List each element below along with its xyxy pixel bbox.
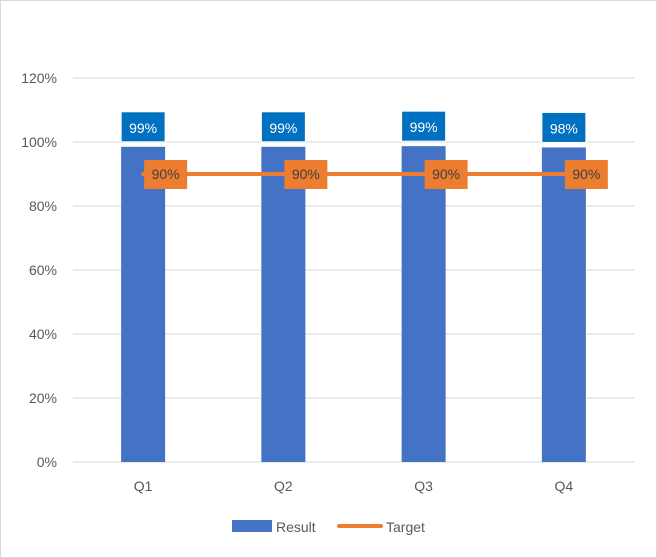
- target-data-label: 90%: [152, 166, 180, 182]
- x-tick-label: Q4: [555, 478, 574, 494]
- y-axis-tick-labels: 0% 20% 40% 60% 80% 100% 120%: [21, 70, 57, 470]
- target-data-label-box: [144, 160, 188, 189]
- x-tick-label: Q3: [414, 478, 433, 494]
- y-tick-label: 60%: [29, 262, 57, 278]
- target-data-label: 90%: [572, 166, 600, 182]
- result-data-label-box: [260, 111, 306, 143]
- y-tick-label: 40%: [29, 326, 57, 342]
- y-tick-label: 120%: [21, 70, 57, 86]
- result-data-label: 98%: [550, 120, 578, 136]
- result-bar: [541, 147, 586, 462]
- legend-swatch-result: [232, 520, 272, 532]
- x-tick-label: Q1: [134, 478, 153, 494]
- target-data-label: 90%: [432, 166, 460, 182]
- x-axis-tick-labels: Q1 Q2 Q3 Q4: [134, 478, 574, 494]
- y-tick-label: 100%: [21, 134, 57, 150]
- y-tick-label: 80%: [29, 198, 57, 214]
- x-tick-label: Q2: [274, 478, 293, 494]
- y-tick-label: 20%: [29, 390, 57, 406]
- result-data-labels: 99% 99% 99% 98%: [120, 110, 587, 143]
- result-data-label: 99%: [129, 120, 157, 136]
- result-bar: [261, 146, 306, 463]
- legend: Result Target: [232, 519, 425, 535]
- target-data-labels: 90% 90% 90% 90%: [144, 160, 608, 189]
- result-data-label-box: [120, 111, 166, 143]
- result-bars: [121, 146, 586, 463]
- legend-label-result: Result: [276, 519, 316, 535]
- y-tick-label: 0%: [37, 454, 57, 470]
- result-data-label-box: [541, 111, 587, 143]
- target-data-label-box: [284, 160, 328, 189]
- gridlines: [73, 77, 634, 463]
- target-data-label: 90%: [292, 166, 320, 182]
- result-data-label-box: [401, 110, 447, 142]
- result-data-label: 99%: [269, 120, 297, 136]
- result-data-label: 99%: [410, 119, 438, 135]
- legend-label-target: Target: [386, 519, 425, 535]
- result-bar: [401, 146, 446, 462]
- target-data-label-box: [564, 160, 608, 189]
- result-bar: [121, 146, 166, 463]
- target-data-label-box: [424, 160, 468, 189]
